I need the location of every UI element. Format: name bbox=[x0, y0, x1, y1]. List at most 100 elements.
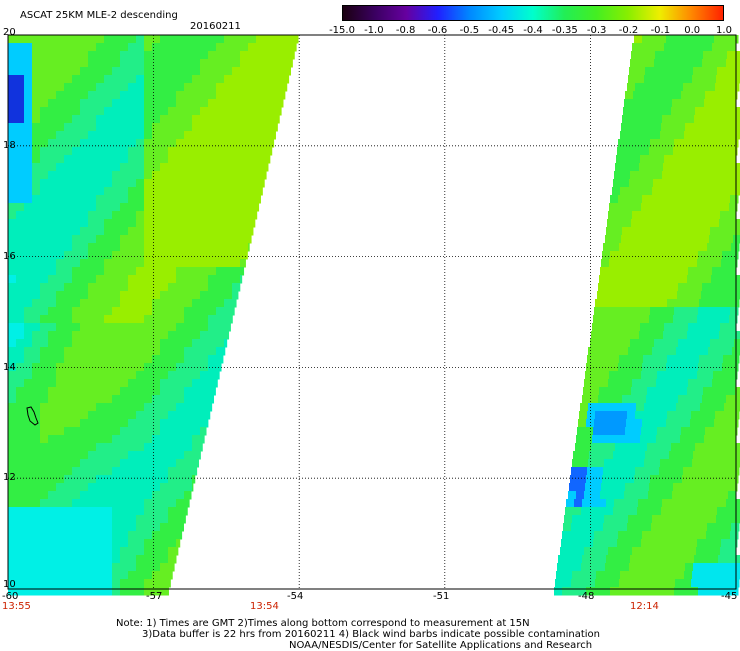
swath-cell bbox=[40, 43, 49, 52]
swath-cell bbox=[256, 195, 261, 204]
swath-cell bbox=[72, 443, 81, 452]
swath-cell bbox=[56, 379, 65, 388]
swath-cell bbox=[264, 59, 273, 68]
swath-cell bbox=[705, 371, 714, 380]
swath-cell bbox=[32, 571, 41, 580]
swath-cell bbox=[670, 115, 679, 124]
swath-cell bbox=[710, 339, 719, 348]
swath-cell bbox=[676, 131, 685, 140]
swath-cell bbox=[112, 187, 121, 196]
swath-cell bbox=[48, 115, 57, 124]
swath-cell bbox=[32, 243, 41, 252]
swath-cell bbox=[615, 163, 624, 172]
swath-cell bbox=[32, 427, 41, 436]
swath-cell bbox=[623, 331, 632, 340]
swath-cell bbox=[248, 35, 257, 44]
swath-cell bbox=[160, 427, 169, 436]
swath-cell bbox=[112, 515, 121, 524]
swath-cell bbox=[48, 499, 57, 508]
swath-cell bbox=[40, 427, 49, 436]
swath-cell bbox=[729, 91, 738, 100]
swath-cell bbox=[636, 187, 645, 196]
swath-cell bbox=[628, 131, 637, 140]
swath-cell bbox=[688, 435, 697, 444]
swath-cell bbox=[248, 131, 257, 140]
swath-cell bbox=[727, 275, 736, 284]
swath-cell bbox=[636, 571, 645, 580]
swath-cell bbox=[596, 571, 605, 580]
swath-cell bbox=[664, 43, 673, 52]
swath-cell bbox=[657, 371, 666, 380]
swath-cell bbox=[184, 283, 193, 292]
swath-cell bbox=[725, 179, 734, 188]
swath-cell bbox=[735, 163, 740, 172]
swath-cell bbox=[272, 43, 281, 52]
swath-cell bbox=[32, 147, 41, 156]
swath-cell bbox=[80, 355, 89, 364]
swath-cell bbox=[88, 283, 97, 292]
swath-cell bbox=[184, 147, 193, 156]
swath-cell bbox=[208, 203, 217, 212]
swath-cell bbox=[669, 291, 678, 300]
swath-cell bbox=[176, 131, 185, 140]
swath-cell bbox=[144, 379, 153, 388]
swath-cell bbox=[160, 115, 169, 124]
swath-cell bbox=[8, 523, 17, 532]
swath-cell bbox=[240, 259, 246, 268]
swath-cell bbox=[654, 171, 663, 180]
swath-cell bbox=[136, 411, 145, 420]
swath-cell bbox=[64, 299, 73, 308]
swath-cell bbox=[64, 339, 73, 348]
swath-cell bbox=[691, 83, 700, 92]
swath-cell bbox=[128, 331, 137, 340]
swath-cell bbox=[120, 195, 129, 204]
swath-cell bbox=[588, 515, 597, 524]
swath-cell bbox=[24, 235, 33, 244]
swath-cell bbox=[734, 59, 740, 68]
swath-cell bbox=[168, 91, 177, 100]
swath-cell bbox=[64, 171, 73, 180]
swath-cell bbox=[24, 579, 33, 588]
swath-cell bbox=[232, 67, 241, 76]
swath-cell bbox=[690, 307, 699, 316]
swath-cell bbox=[168, 571, 173, 580]
swath-cell bbox=[724, 571, 733, 580]
swath-cell bbox=[698, 419, 707, 428]
swath-cell bbox=[606, 227, 615, 236]
swath-cell bbox=[711, 331, 720, 340]
swath-cell bbox=[16, 259, 25, 268]
swath-cell bbox=[88, 35, 97, 44]
swath-cell bbox=[635, 411, 644, 420]
swath-cell bbox=[652, 571, 661, 580]
swath-cell bbox=[624, 211, 633, 220]
swath-cell bbox=[112, 371, 121, 380]
swath-cell bbox=[56, 203, 65, 212]
swath-cell bbox=[672, 323, 681, 332]
swath-cell bbox=[264, 35, 273, 44]
swath-cell bbox=[641, 371, 650, 380]
swath-cell bbox=[40, 83, 49, 92]
swath-cell bbox=[633, 371, 642, 380]
swath-cell bbox=[248, 139, 257, 148]
swath-cell bbox=[658, 195, 667, 204]
swath-cell bbox=[144, 179, 153, 188]
swath-cell bbox=[168, 283, 177, 292]
swath-cell bbox=[144, 587, 153, 596]
swath-cell bbox=[16, 411, 25, 420]
swath-cell bbox=[638, 171, 647, 180]
swath-cell bbox=[152, 403, 161, 412]
swath-cell bbox=[208, 395, 215, 404]
swath-cell bbox=[192, 131, 201, 140]
swath-cell bbox=[687, 163, 696, 172]
swath-cell bbox=[618, 195, 627, 204]
swath-cell bbox=[699, 299, 708, 308]
swath-cell bbox=[160, 187, 169, 196]
swath-cell bbox=[622, 227, 631, 236]
swath-cell bbox=[80, 131, 89, 140]
swath-cell bbox=[88, 43, 97, 52]
swath-cell bbox=[184, 499, 190, 508]
swath-cell bbox=[679, 219, 688, 228]
swath-cell bbox=[176, 75, 185, 84]
swath-cell bbox=[614, 499, 623, 508]
swath-cell bbox=[72, 107, 81, 116]
